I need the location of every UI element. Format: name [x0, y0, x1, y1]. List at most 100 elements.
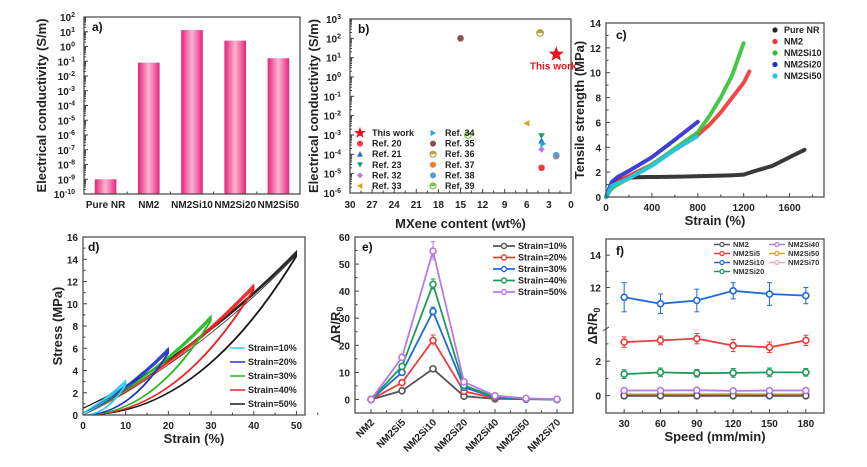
- y-tick-label: 60: [339, 233, 351, 244]
- legend-marker: [719, 250, 725, 257]
- legend-marker: [772, 27, 778, 33]
- legend-marker: [430, 140, 436, 147]
- bar-nm2si50: [267, 58, 290, 195]
- data-point: [398, 368, 406, 377]
- x-tick-label: 40: [248, 421, 260, 432]
- legend-label: Strain=40%: [518, 276, 567, 286]
- x-tick-label: NM2: [354, 417, 377, 440]
- legend-marker: [774, 259, 780, 266]
- panel-d: 0 2 4 6 8 10 12 14 16 0 10 20 30 40 50 Strain (%) Stress…: [50, 233, 319, 446]
- point-ref-38: [552, 151, 560, 159]
- x-tick-label: 30: [619, 419, 631, 430]
- legend-marker: [354, 127, 366, 138]
- y-axis-label: ΔR/R0: [328, 307, 345, 344]
- data-point: [429, 280, 437, 289]
- y-tick-label: 10-7: [58, 145, 75, 157]
- legend-marker-fill: [430, 151, 436, 155]
- bar-pure-nr: [94, 179, 117, 194]
- series-line-nm2si40: [624, 389, 806, 392]
- legend-marker: [719, 241, 725, 248]
- point-ref-34: [540, 140, 547, 148]
- legend-marker: [772, 50, 778, 56]
- legend-marker: [772, 61, 778, 68]
- y-tick-label: 10-3: [324, 130, 341, 142]
- point-ref-36-fill: [536, 29, 544, 33]
- legend-label: NM2: [784, 37, 803, 47]
- y-tick-label: 0: [595, 193, 601, 204]
- data-point: [620, 338, 628, 346]
- y-axis-label: Electrical conductivity (S/m): [306, 19, 321, 193]
- legend-label: Ref. 21: [372, 149, 402, 159]
- y-tick-label: 10-6: [58, 130, 75, 142]
- panel-label: e): [362, 240, 373, 254]
- data-point: [729, 387, 737, 395]
- point-this-work: [548, 46, 564, 61]
- legend-label: Strain=50%: [518, 287, 567, 297]
- bar-nm2: [138, 62, 160, 194]
- panel-f: 0 2 12 14 30 60 90 120 150 180 Speed (mm/min) ΔR/R0…: [585, 238, 825, 444]
- legend-label: Pure NR: [784, 25, 820, 35]
- legend-marker: [500, 254, 508, 261]
- data-point: [553, 395, 561, 403]
- legend-label: Ref. 34: [445, 128, 475, 138]
- y-tick-label: 10-4: [58, 101, 75, 113]
- legend-label: NM2Si20: [784, 60, 822, 70]
- panel-label: f): [616, 244, 624, 258]
- bar-nm2si10: [181, 30, 203, 194]
- x-tick-label: 400: [644, 203, 661, 214]
- y-tick-label: 101: [326, 53, 341, 65]
- y-tick-label: 0: [595, 392, 601, 403]
- data-point: [429, 307, 437, 316]
- x-tick-label: 24: [389, 200, 401, 211]
- y-tick-label: 10-3: [58, 86, 75, 98]
- x-tick-label: 10: [120, 421, 132, 432]
- legend-label: Strain=20%: [518, 253, 567, 263]
- y-tick-label: 50: [339, 260, 351, 271]
- series-line-nm2si10: [624, 289, 806, 305]
- legend-label: This work: [372, 128, 415, 138]
- x-tick-label: NM2Si70: [526, 417, 564, 455]
- series-line-nm2si20: [604, 119, 700, 199]
- y-tick-label: 102: [326, 33, 341, 45]
- y-tick-label: 14: [67, 255, 79, 266]
- legend-label: NM2Si40: [788, 240, 819, 249]
- point-ref-35: [457, 35, 464, 42]
- axis-break-mark: [602, 326, 610, 332]
- x-tick-label: 9: [502, 200, 508, 211]
- legend-marker: [357, 151, 363, 157]
- point-ref-23: [538, 133, 545, 140]
- data-point: [765, 343, 774, 352]
- data-point: [656, 368, 665, 377]
- legend-label: Ref. 38: [445, 170, 475, 180]
- data-point: [729, 341, 737, 350]
- x-tick-label: 0: [80, 421, 86, 432]
- data-point: [802, 386, 810, 395]
- data-point: [693, 296, 701, 305]
- y-tick-label: 10: [67, 300, 79, 311]
- x-tick-label: 0: [603, 203, 609, 214]
- x-tick-label: NM2Si50: [258, 200, 300, 211]
- panel-a: Pure NR NM2 NM2Si10 NM2Si20 NM2Si50 10-10 10-9…: [34, 12, 301, 211]
- data-point: [620, 370, 628, 378]
- x-tick-label: 30: [344, 200, 356, 211]
- data-point: [802, 336, 810, 345]
- legend-label: Strain=10%: [248, 343, 297, 353]
- y-tick-label: 12: [67, 278, 79, 289]
- data-point: [802, 291, 810, 300]
- data-point: [765, 290, 774, 298]
- data-point: [729, 369, 737, 377]
- legend-marker: [430, 161, 436, 168]
- y-tick-label: 12: [590, 44, 602, 55]
- legend-marker: [500, 242, 508, 250]
- x-axis-label: MXene content (wt%): [395, 216, 526, 231]
- series-line-nm2si20: [624, 371, 806, 375]
- legend-label: Ref. 32: [372, 170, 402, 180]
- legend-label: Strain=30%: [518, 264, 567, 274]
- y-tick-label: 10-5: [58, 115, 75, 127]
- y-tick-label: 101: [60, 27, 75, 39]
- legend-label: Ref. 37: [445, 160, 475, 170]
- y-tick-label: 6: [72, 344, 78, 355]
- legend-marker: [357, 140, 363, 147]
- legend-marker: [357, 183, 363, 189]
- data-point: [398, 353, 406, 362]
